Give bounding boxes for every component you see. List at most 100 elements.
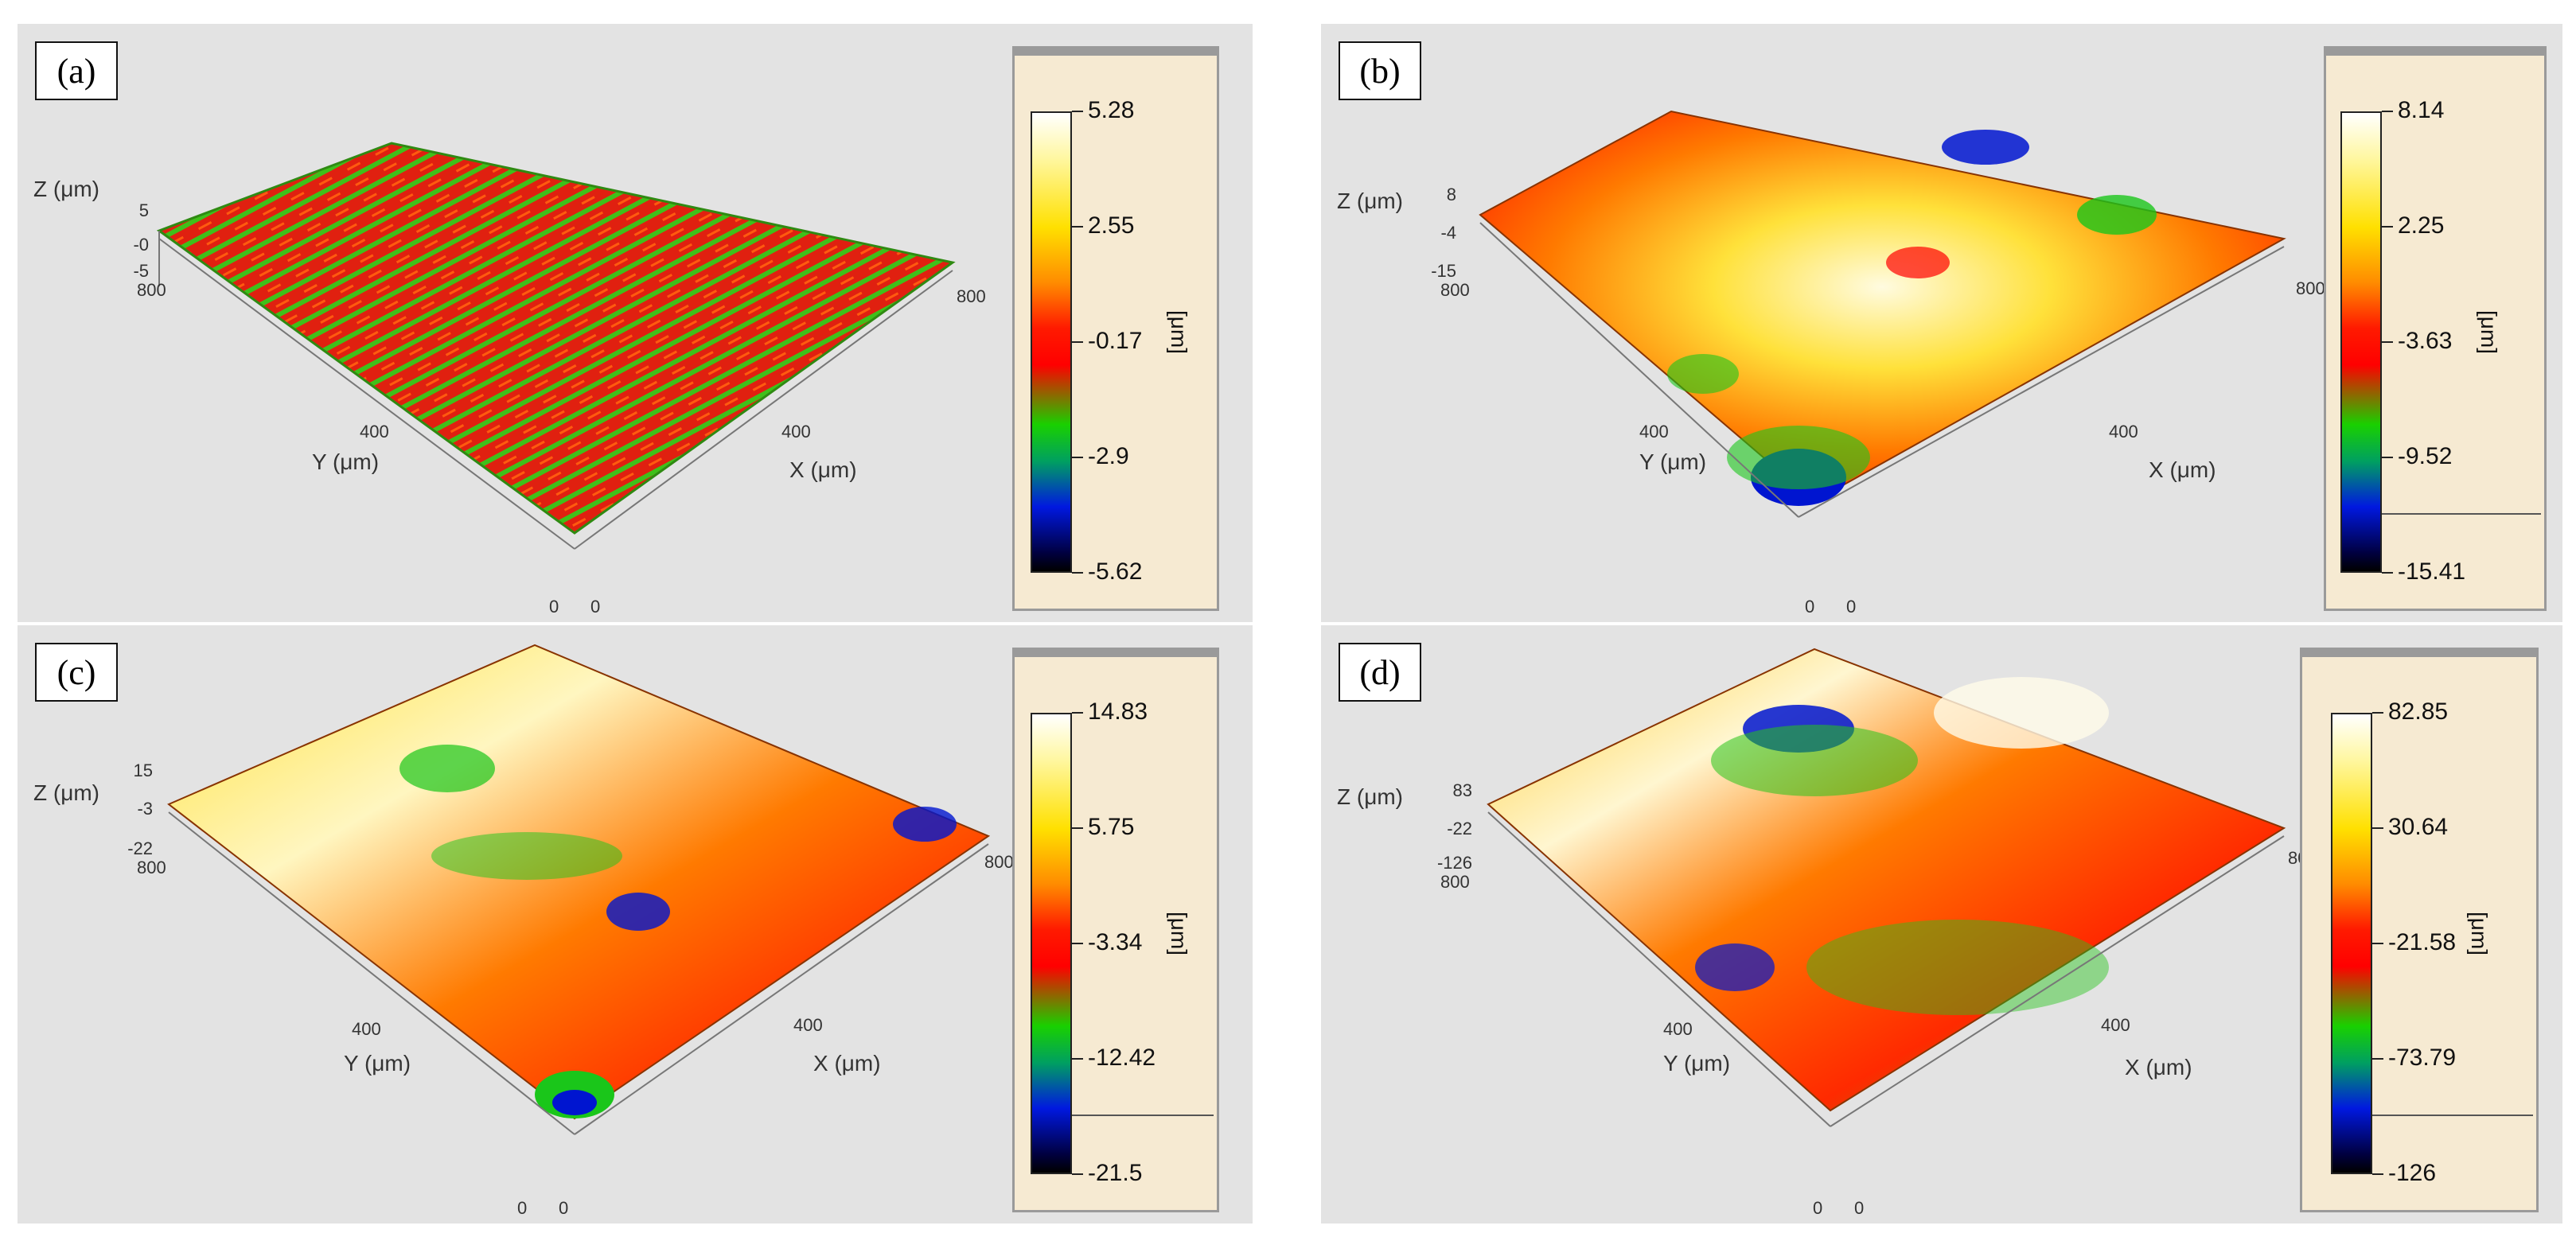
z-tick-label: -22 xyxy=(127,838,153,858)
scale-tick xyxy=(2372,1058,2383,1060)
y-tick-label-mid: 400 xyxy=(352,1019,381,1039)
z-tick-label: -5 xyxy=(133,261,149,281)
color-scale-bar xyxy=(2340,111,2382,573)
scale-value-label: 14.83 xyxy=(1088,698,1148,725)
color-scale-legend: 5.28 2.55 -0.17 -2.9 -5.62 [μm] xyxy=(1012,46,1219,611)
scale-unit-label: [μm] xyxy=(2467,912,2492,956)
scale-tick xyxy=(2382,226,2393,228)
scale-value-label: 2.55 xyxy=(1088,212,1135,239)
scale-value-label: 5.28 xyxy=(1088,97,1135,123)
scale-tick xyxy=(2382,572,2393,574)
legend-divider xyxy=(1072,1114,1214,1116)
z-axis-label: Z (μm) xyxy=(1337,784,1403,809)
legend-divider xyxy=(2382,512,2541,515)
z-tick-label: -0 xyxy=(133,235,149,255)
panel-label: (c) xyxy=(35,643,118,702)
y-tick-label-max: 800 xyxy=(1440,280,1470,300)
scale-tick xyxy=(2382,457,2393,458)
scale-value-label: -3.34 xyxy=(1088,929,1143,955)
scale-tick xyxy=(1072,943,1083,944)
y-axis-label: Y (μm) xyxy=(1639,449,1706,474)
scale-tick xyxy=(1072,712,1083,714)
z-tick-label: 15 xyxy=(134,761,153,780)
x-tick-label-zero: 0 xyxy=(1846,597,1856,617)
surface-plot-a: Z (μm) 5 -0 -5 X (μm) 400 800 Y (μm) 400 800 0 0 xyxy=(33,142,986,617)
scale-value-label: -15.41 xyxy=(2398,558,2466,585)
scale-value-label: -5.62 xyxy=(1088,558,1143,585)
y-tick-label-zero: 0 xyxy=(517,1198,527,1218)
scale-tick xyxy=(2382,111,2393,112)
y-axis-label: Y (μm) xyxy=(344,1051,411,1076)
x-tick-label-zero: 0 xyxy=(559,1198,568,1218)
x-axis-label: X (μm) xyxy=(789,457,857,482)
surface-b xyxy=(1479,110,2286,503)
scale-tick xyxy=(2372,827,2383,829)
z-axis-label: Z (μm) xyxy=(1337,189,1403,213)
color-scale-legend: 8.14 2.25 -3.63 -9.52 -15.41 [μm] xyxy=(2324,46,2547,611)
x-tick-label-mid: 400 xyxy=(2101,1015,2130,1035)
scale-tick xyxy=(1072,341,1083,343)
surface-d xyxy=(1487,648,2286,1112)
z-tick-label: 83 xyxy=(1453,780,1472,800)
scale-value-label: 82.85 xyxy=(2388,698,2449,725)
surface-plot-b: Z (μm) 8 -4 -15 X (μm) 400 800 Y (μm) 400 800 0 0 xyxy=(1337,110,2325,617)
y-axis-label: Y (μm) xyxy=(1663,1051,1730,1076)
y-tick-label-mid: 400 xyxy=(1639,422,1669,442)
color-scale-legend: 82.85 30.64 -21.58 -73.79 -126 [μm] xyxy=(2300,648,2539,1212)
scale-value-label: -126 xyxy=(2388,1160,2437,1186)
scale-value-label: 5.75 xyxy=(1088,814,1135,840)
scale-value-label: -73.79 xyxy=(2388,1045,2457,1071)
scale-tick xyxy=(1072,827,1083,829)
scale-value-label: -9.52 xyxy=(2398,443,2453,469)
scale-value-label: 8.14 xyxy=(2398,97,2445,123)
panel-a: Z (μm) 5 -0 -5 X (μm) 400 800 Y (μm) 400 800 0 0 (a… xyxy=(18,24,1253,622)
scale-value-label: -0.17 xyxy=(1088,328,1143,354)
legend-divider xyxy=(2372,1114,2533,1116)
y-tick-label-max: 800 xyxy=(137,858,166,877)
x-tick-label-max: 800 xyxy=(984,852,1014,872)
scale-value-label: 2.25 xyxy=(2398,212,2445,239)
z-tick-label: -15 xyxy=(1431,261,1456,281)
surface-a xyxy=(156,142,956,535)
panel-label: (b) xyxy=(1339,41,1421,100)
x-tick-label-max: 800 xyxy=(2296,278,2325,298)
y-tick-label-mid: 400 xyxy=(1663,1019,1693,1039)
color-scale-bar xyxy=(1031,713,1072,1174)
scale-value-label: -2.9 xyxy=(1088,443,1129,469)
scale-value-label: -12.42 xyxy=(1088,1045,1156,1071)
scale-value-label: -3.63 xyxy=(2398,328,2453,354)
x-tick-label-zero: 0 xyxy=(590,597,600,617)
scale-tick xyxy=(1072,1173,1083,1175)
color-scale-bar xyxy=(2331,713,2372,1174)
panel-label: (d) xyxy=(1339,643,1421,702)
scale-unit-label: [μm] xyxy=(1167,310,1191,355)
scale-value-label: 30.64 xyxy=(2388,814,2449,840)
panel-b: Z (μm) 8 -4 -15 X (μm) 400 800 Y (μm) 400 800 0 0 (… xyxy=(1321,24,2562,622)
y-tick-label-zero: 0 xyxy=(549,597,559,617)
x-tick-label-mid: 400 xyxy=(793,1015,823,1035)
scale-tick xyxy=(1072,457,1083,458)
scale-value-label: -21.5 xyxy=(1088,1160,1143,1186)
scale-tick xyxy=(2372,1173,2383,1175)
scale-tick xyxy=(1072,572,1083,574)
color-scale-bar xyxy=(1031,111,1072,573)
z-tick-label: 8 xyxy=(1447,185,1456,204)
x-axis-label: X (μm) xyxy=(813,1051,881,1076)
surface-c xyxy=(167,644,991,1120)
scale-tick xyxy=(2382,341,2393,343)
z-tick-label: -126 xyxy=(1437,853,1472,873)
y-axis-label: Y (μm) xyxy=(312,449,379,474)
z-axis-label: Z (μm) xyxy=(33,177,99,201)
x-axis-label: X (μm) xyxy=(2149,457,2216,482)
panel-label: (a) xyxy=(35,41,118,100)
y-tick-label-max: 800 xyxy=(1440,872,1470,892)
y-tick-label-max: 800 xyxy=(137,280,166,300)
scale-tick xyxy=(1072,1058,1083,1060)
y-tick-label-zero: 0 xyxy=(1805,597,1814,617)
x-tick-label-max: 800 xyxy=(957,286,986,306)
scale-unit-label: [μm] xyxy=(1167,912,1191,956)
scale-tick xyxy=(2372,943,2383,944)
panel-c: Z (μm) 15 -3 -22 X (μm) 400 800 Y (μm) 400 800 0 0 … xyxy=(18,625,1253,1223)
